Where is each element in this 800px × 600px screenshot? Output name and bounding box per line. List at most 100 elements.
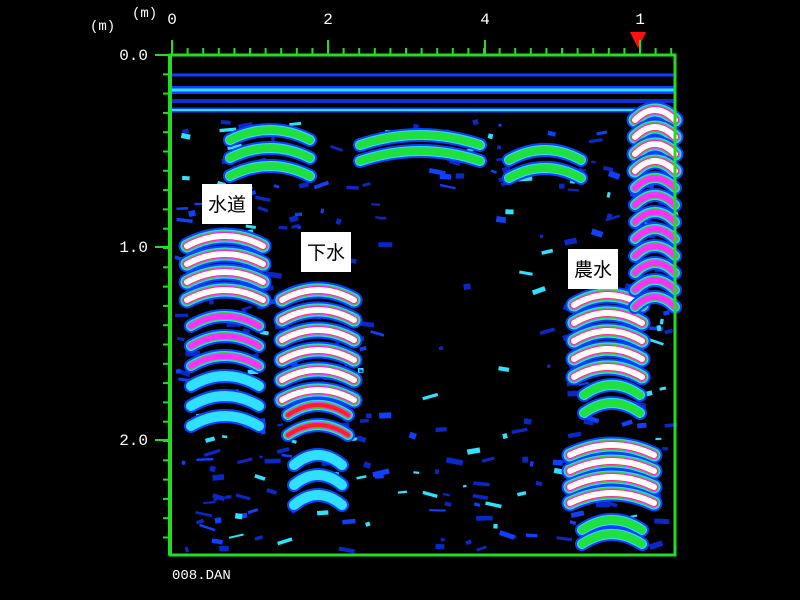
- speckle: [563, 237, 578, 246]
- speckle: [288, 214, 299, 223]
- speckle: [346, 185, 359, 190]
- reflection-arc: [184, 269, 266, 285]
- speckle: [264, 458, 281, 464]
- speckle: [228, 533, 244, 539]
- speckle: [338, 546, 356, 554]
- speckle: [266, 487, 278, 495]
- speckle: [649, 338, 664, 346]
- speckle: [234, 513, 243, 520]
- speckle: [359, 369, 363, 373]
- speckle: [476, 545, 487, 552]
- speckle: [281, 453, 293, 458]
- speckle: [196, 457, 214, 462]
- speckle: [175, 313, 189, 318]
- speckle: [498, 123, 502, 127]
- speckle: [298, 181, 310, 189]
- speckle: [558, 183, 565, 189]
- speckle: [442, 492, 450, 497]
- speckle: [236, 457, 253, 465]
- speckle: [342, 518, 356, 525]
- reflection-arc: [184, 251, 266, 267]
- reflection-arc: [567, 490, 657, 506]
- speckle: [235, 493, 251, 501]
- speckle: [212, 473, 225, 481]
- speckle: [273, 184, 280, 189]
- reflection-arc: [632, 209, 678, 225]
- reflection-arc: [632, 158, 678, 174]
- radar-image: [172, 73, 684, 554]
- speckle: [277, 537, 293, 546]
- speckle: [379, 412, 392, 419]
- speckle: [195, 510, 213, 518]
- speckle: [525, 533, 538, 538]
- speckle: [359, 345, 367, 352]
- pipe-label: 水道: [208, 194, 246, 216]
- reflection-arc: [184, 233, 266, 249]
- speckle: [237, 122, 253, 130]
- speckle: [552, 459, 563, 466]
- speckle: [254, 473, 266, 481]
- speckle: [621, 419, 633, 427]
- speckle: [372, 468, 390, 478]
- speckle: [362, 182, 371, 187]
- speckle: [444, 501, 452, 507]
- reflection-arc: [184, 287, 266, 303]
- speckle: [438, 346, 444, 351]
- speckle: [662, 446, 669, 451]
- speckle: [556, 536, 573, 542]
- speckle: [655, 437, 662, 440]
- speckle: [476, 515, 493, 521]
- speckle: [359, 419, 369, 423]
- speckle: [356, 475, 367, 480]
- speckle: [378, 242, 393, 247]
- x-tick-label: 0: [167, 11, 177, 29]
- speckle: [291, 439, 297, 444]
- speckle: [567, 188, 580, 192]
- speckle: [490, 169, 498, 174]
- y-tick-label: 1.0: [119, 239, 148, 257]
- speckle: [487, 133, 494, 140]
- speckle: [607, 170, 621, 180]
- speckle: [214, 517, 222, 524]
- speckle: [257, 206, 269, 213]
- reflection-arc: [226, 162, 314, 180]
- speckle: [276, 447, 290, 455]
- speckle: [204, 436, 216, 443]
- reflection-arc: [632, 192, 678, 208]
- speckle: [434, 469, 440, 475]
- x-tick-label: 4: [480, 11, 490, 29]
- speckle: [184, 546, 190, 553]
- speckle: [428, 168, 446, 176]
- reflection-arc: [571, 310, 645, 326]
- speckle: [463, 283, 471, 290]
- y-tick-label: 0.0: [119, 47, 148, 65]
- reflection-arc: [578, 516, 646, 534]
- speckle: [435, 543, 445, 550]
- speckle: [535, 480, 543, 487]
- speckle: [472, 493, 489, 500]
- speckle: [583, 419, 594, 426]
- speckle: [498, 366, 510, 373]
- speckle: [511, 427, 528, 434]
- reflection-arc: [571, 328, 645, 344]
- speckle: [656, 324, 662, 332]
- speckle: [289, 121, 302, 127]
- speckle: [363, 461, 372, 469]
- speckle: [245, 224, 257, 230]
- speckle: [195, 518, 205, 525]
- reflection-arc: [279, 347, 357, 363]
- reflection-arc: [279, 307, 357, 323]
- speckle: [209, 465, 216, 473]
- speckle: [378, 216, 387, 220]
- speckle: [227, 143, 243, 151]
- speckle: [316, 510, 329, 516]
- speckle: [176, 336, 185, 342]
- reflection-arc: [580, 399, 644, 417]
- speckle: [294, 212, 303, 217]
- speckle: [570, 510, 585, 519]
- speckle: [502, 433, 508, 440]
- speckle: [371, 203, 381, 206]
- x-tick-label: 1: [635, 11, 645, 29]
- speckle: [531, 286, 546, 296]
- speckle: [659, 386, 667, 391]
